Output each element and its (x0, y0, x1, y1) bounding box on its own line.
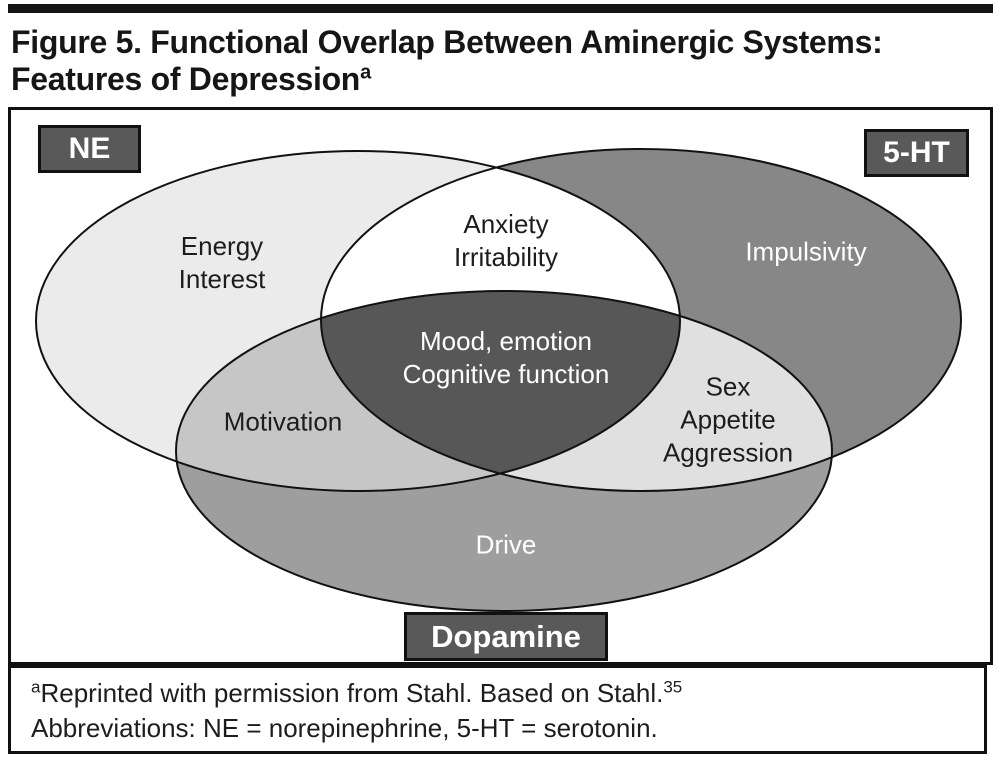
ne-ellipse-outline (35, 150, 681, 492)
region-label-energy-interest: Energy Interest (178, 231, 266, 294)
figure-title-line1: Figure 5. Functional Overlap Between Ami… (11, 24, 883, 60)
region-label-mood-cognitive: Mood, emotion Cognitive function (402, 326, 610, 389)
region-label-drive: Drive (475, 529, 537, 560)
footnote-reference-number: 35 (663, 677, 683, 697)
serotonin-ellipse-outline (320, 148, 962, 492)
region-label-sex-appetite-aggression: Sex Appetite Aggression (662, 371, 794, 468)
title-superscript: a (360, 61, 371, 84)
dopamine-system-label: Dopamine (431, 618, 581, 654)
top-rule (8, 4, 993, 13)
dopamine-system-label-box: Dopamine (404, 612, 608, 661)
ne-system-label-box: NE (38, 125, 141, 173)
dopamine-ellipse-outline (175, 290, 833, 612)
region-label-anxiety-irritability: Anxiety Irritability (453, 209, 559, 272)
serotonin-system-label: 5-HT (883, 136, 950, 169)
figure-title-line2: Features of Depressiona (11, 61, 371, 97)
region-label-motivation: Motivation (223, 406, 343, 437)
footnote-line-2: Abbreviations: NE = norepinephrine, 5-HT… (31, 713, 658, 743)
venn-diagram-panel: Energy Interest Anxiety Irritability Imp… (8, 107, 993, 665)
figure-title: Figure 5. Functional Overlap Between Ami… (11, 24, 996, 98)
venn-diagram (35, 148, 962, 612)
footnote-marker-a: a (31, 677, 41, 697)
region-label-impulsivity: Impulsivity (745, 236, 867, 267)
serotonin-system-label-box: 5-HT (864, 129, 969, 177)
footnote-line-1: aReprinted with permission from Stahl. B… (31, 677, 683, 708)
ne-system-label: NE (68, 132, 111, 165)
footnote-panel: aReprinted with permission from Stahl. B… (8, 665, 987, 754)
